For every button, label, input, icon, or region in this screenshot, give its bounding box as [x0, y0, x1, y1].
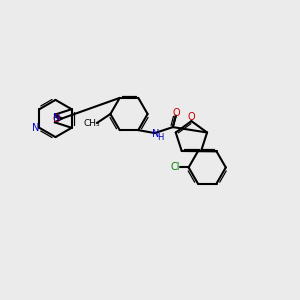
- Text: O: O: [172, 108, 180, 118]
- Text: N: N: [32, 123, 40, 133]
- Text: O: O: [52, 114, 60, 124]
- Text: O: O: [188, 112, 195, 122]
- Text: Cl: Cl: [171, 163, 181, 172]
- Text: N: N: [152, 129, 159, 139]
- Text: H: H: [157, 133, 164, 142]
- Text: N: N: [52, 113, 60, 123]
- Text: CH₃: CH₃: [83, 118, 100, 127]
